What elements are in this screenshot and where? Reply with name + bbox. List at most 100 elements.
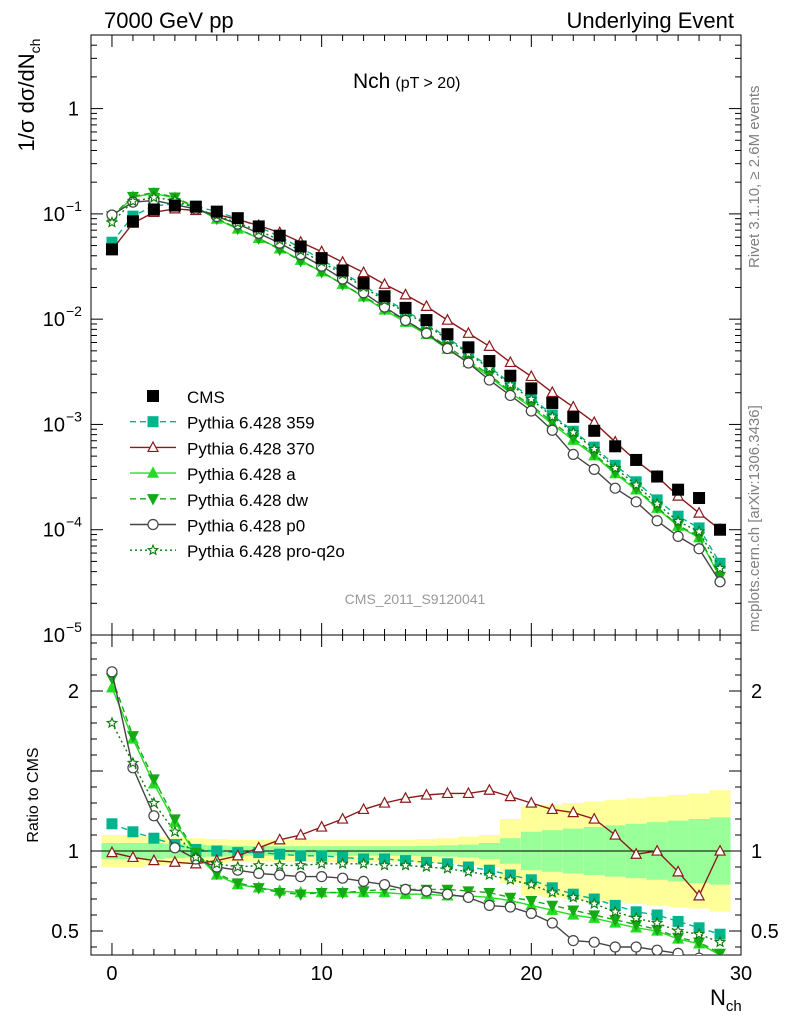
y-tick-label-exponent: −4 <box>66 514 82 530</box>
plot-title-cut: (pT > 20) <box>395 75 460 92</box>
data-marker <box>693 889 706 901</box>
data-marker <box>399 301 412 314</box>
data-marker <box>357 857 370 869</box>
y-tick-label: 10 <box>43 520 65 542</box>
header-left: 7000 GeV pp <box>104 8 234 33</box>
data-marker <box>441 313 454 325</box>
rivet-version-label: Rivet 3.1.10, ≥ 2.6M events <box>746 85 763 269</box>
y-axis-label: 1/σ dσ/dNch <box>14 39 43 152</box>
data-marker <box>147 466 159 478</box>
data-marker <box>441 328 454 341</box>
data-marker <box>147 416 159 428</box>
data-marker <box>462 891 475 904</box>
data-marker <box>378 858 391 871</box>
data-marker <box>357 875 370 888</box>
x-tick-label: 0 <box>106 963 117 985</box>
data-marker <box>651 916 664 929</box>
data-marker <box>525 878 538 890</box>
data-marker <box>337 872 349 884</box>
main-series-group <box>105 186 727 588</box>
data-marker <box>148 810 160 822</box>
data-marker <box>168 814 181 826</box>
data-marker <box>105 243 118 256</box>
data-marker <box>483 899 495 912</box>
data-marker <box>336 857 349 869</box>
legend-label: Pythia 6.428 dw <box>187 491 309 510</box>
data-marker <box>126 756 140 769</box>
y-tick-label-exponent: −5 <box>66 619 82 635</box>
data-marker <box>294 889 307 901</box>
data-marker <box>694 952 704 955</box>
data-marker <box>189 200 202 213</box>
data-marker <box>546 385 559 398</box>
data-marker <box>714 948 727 955</box>
data-marker <box>651 497 664 510</box>
data-marker <box>147 494 159 506</box>
data-marker <box>420 885 433 897</box>
data-marker <box>462 357 475 369</box>
data-marker <box>504 378 517 391</box>
legend-label: Pythia 6.428 a <box>187 465 296 484</box>
data-marker <box>483 868 496 881</box>
data-marker <box>546 900 559 913</box>
data-marker <box>294 828 307 840</box>
y-tick-label: 1 <box>68 99 79 121</box>
data-marker <box>441 786 454 799</box>
data-marker <box>148 832 160 844</box>
data-marker <box>399 314 412 327</box>
data-marker <box>378 301 391 313</box>
data-marker <box>420 327 433 339</box>
x-axis-label: Nch <box>710 985 742 1015</box>
data-marker <box>127 826 139 838</box>
data-marker <box>588 812 601 824</box>
data-marker <box>147 390 159 402</box>
data-marker <box>567 426 580 438</box>
legend-label: Pythia 6.428 370 <box>187 439 315 458</box>
data-marker <box>672 947 684 955</box>
y-tick-label: 10 <box>43 625 65 647</box>
ratio-y-tick-label-right: 0.5 <box>751 921 779 943</box>
data-marker <box>273 858 286 871</box>
data-marker <box>147 518 159 531</box>
x-tick-label: 10 <box>311 963 333 985</box>
data-marker <box>106 818 118 830</box>
data-marker <box>525 369 538 382</box>
data-marker <box>399 858 412 871</box>
data-marker <box>651 844 664 856</box>
data-marker <box>525 392 538 405</box>
data-marker <box>714 844 727 856</box>
data-marker <box>126 215 139 228</box>
data-marker <box>399 791 412 803</box>
legend <box>130 390 176 556</box>
x-axis-label-subscript: ch <box>726 998 742 1015</box>
data-marker <box>336 264 349 277</box>
legend-label-cms: CMS <box>187 388 225 407</box>
data-marker <box>714 523 727 536</box>
data-marker <box>462 341 475 354</box>
series-line <box>111 196 721 569</box>
data-marker <box>420 788 433 800</box>
data-marker <box>357 265 370 278</box>
data-marker <box>126 850 139 863</box>
data-marker <box>420 299 433 312</box>
data-marker <box>147 440 159 453</box>
data-marker <box>629 478 643 491</box>
data-marker <box>420 314 433 327</box>
data-marker <box>316 870 328 883</box>
data-marker <box>315 887 328 900</box>
data-marker <box>630 496 642 508</box>
data-marker <box>231 849 244 861</box>
data-marker <box>546 886 559 898</box>
data-marker <box>189 850 202 863</box>
data-marker <box>252 841 265 853</box>
data-marker <box>672 530 684 543</box>
data-marker <box>273 887 286 900</box>
y-tick-label-exponent: −3 <box>66 408 82 424</box>
data-marker <box>608 461 622 474</box>
data-marker <box>588 910 601 922</box>
data-marker <box>609 941 621 953</box>
data-marker <box>567 410 580 423</box>
data-marker <box>169 842 181 854</box>
data-marker <box>630 847 643 859</box>
y-tick-label-exponent: −1 <box>66 198 82 214</box>
